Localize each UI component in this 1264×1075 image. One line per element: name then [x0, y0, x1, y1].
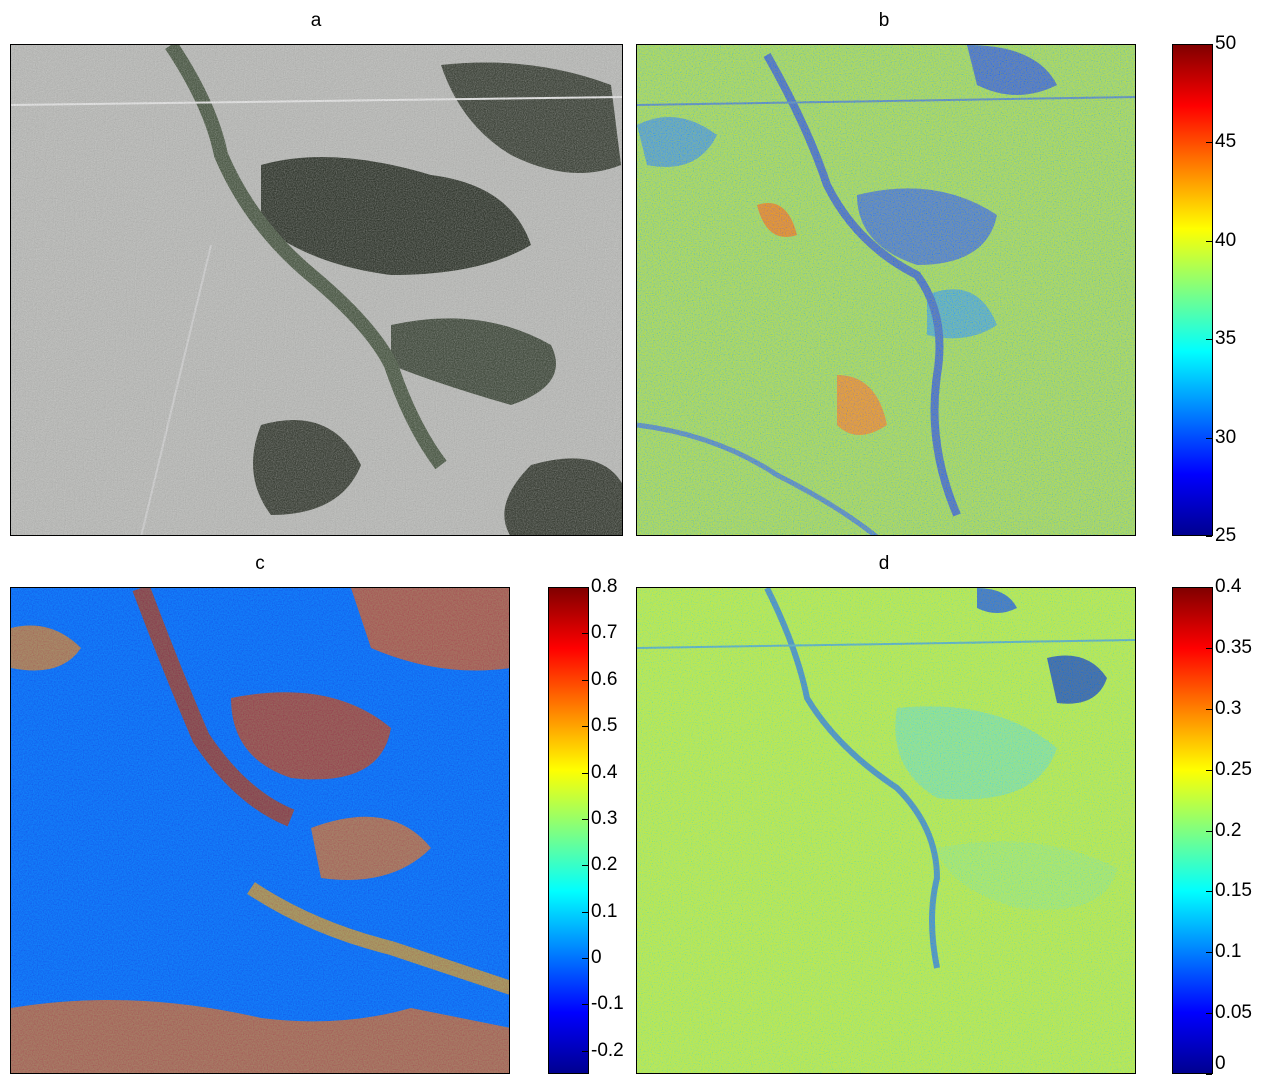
colorbar-d-tick	[1206, 952, 1212, 954]
colorbar-d-tick	[1206, 769, 1212, 771]
colorbar-b-tick	[1206, 339, 1212, 341]
satellite-image	[11, 45, 622, 535]
panel-c-heatmap	[10, 587, 510, 1074]
colorbar-b-tick	[1206, 437, 1212, 439]
colorbar-b-tick-label: 40	[1215, 229, 1237, 251]
colorbar-c-tick	[582, 679, 588, 681]
colorbar-c-tick	[582, 958, 588, 960]
colorbar-c-tick-label: 0.6	[591, 668, 618, 690]
colorbar-c-tick	[582, 772, 588, 774]
colorbar-b-tick	[1206, 44, 1212, 45]
colorbar-c-tick	[582, 865, 588, 867]
colorbar-d-tick-label: 0.3	[1215, 697, 1242, 719]
colorbar-c-tick-label: 0.2	[591, 854, 618, 876]
panel-a-image	[10, 44, 623, 536]
panel-d-title: d	[878, 553, 890, 574]
colorbar-d-tick	[1206, 587, 1212, 588]
colorbar-c-tick-label: 0.7	[591, 622, 618, 644]
colorbar-c-tick-label: -0.2	[591, 1039, 624, 1061]
colorbar-d-tick-label: 0.15	[1215, 880, 1252, 902]
colorbar-c-tick-label: -0.1	[591, 993, 624, 1015]
colorbar-d-tick-label: 0	[1215, 1053, 1226, 1074]
heatmap-c	[11, 588, 509, 1073]
panel-d-heatmap	[636, 587, 1136, 1074]
colorbar-b-tick-label: 35	[1215, 328, 1237, 350]
colorbar-c-tick	[582, 587, 588, 588]
colorbar-b-tick	[1206, 240, 1212, 242]
colorbar-d-tick-label: 0.05	[1215, 1002, 1252, 1024]
colorbar-b-tick	[1206, 536, 1212, 537]
panel-c-title: c	[255, 553, 265, 574]
colorbar-b-tick-label: 50	[1215, 33, 1237, 54]
colorbar-c-tick-label: 0.3	[591, 807, 618, 829]
colorbar-b-tick-label: 25	[1215, 525, 1237, 546]
colorbar-d-tick	[1206, 830, 1212, 832]
colorbar-b	[1172, 44, 1213, 536]
colorbar-d-tick	[1206, 647, 1212, 649]
colorbar-d-tick	[1206, 708, 1212, 710]
colorbar-c-tick-label: 0.4	[591, 761, 618, 783]
colorbar-c-tick	[582, 911, 588, 913]
colorbar-d-tick	[1206, 891, 1212, 893]
colorbar-c-tick	[582, 1050, 588, 1052]
colorbar-d-tick-label: 0.1	[1215, 941, 1242, 963]
heatmap-d	[637, 588, 1135, 1073]
colorbar-c-tick-label: 0.5	[591, 715, 618, 737]
colorbar-c-tick-label: 0	[591, 947, 602, 969]
colorbar-b-tick-label: 30	[1215, 426, 1237, 448]
colorbar-c-tick-label: 0.8	[591, 576, 618, 597]
colorbar-c-tick	[582, 818, 588, 820]
colorbar-d-tick-label: 0.2	[1215, 819, 1242, 841]
colorbar-d-tick-label: 0.4	[1215, 576, 1242, 597]
colorbar-d-tick-label: 0.35	[1215, 636, 1252, 658]
colorbar-b-tick	[1206, 142, 1212, 144]
colorbar-c-tick-label: 0.1	[591, 900, 618, 922]
colorbar-b-tick-label: 45	[1215, 131, 1237, 153]
panel-b-title: b	[878, 10, 890, 31]
colorbar-c	[548, 587, 589, 1074]
colorbar-c-tick	[582, 1004, 588, 1006]
panel-a-title: a	[310, 10, 322, 31]
panel-b-heatmap	[636, 44, 1136, 536]
colorbar-d-tick	[1206, 1013, 1212, 1015]
heatmap-b	[637, 45, 1135, 535]
colorbar-c-tick	[582, 726, 588, 728]
colorbar-d-tick-label: 0.25	[1215, 758, 1252, 780]
colorbar-c-tick	[582, 633, 588, 635]
